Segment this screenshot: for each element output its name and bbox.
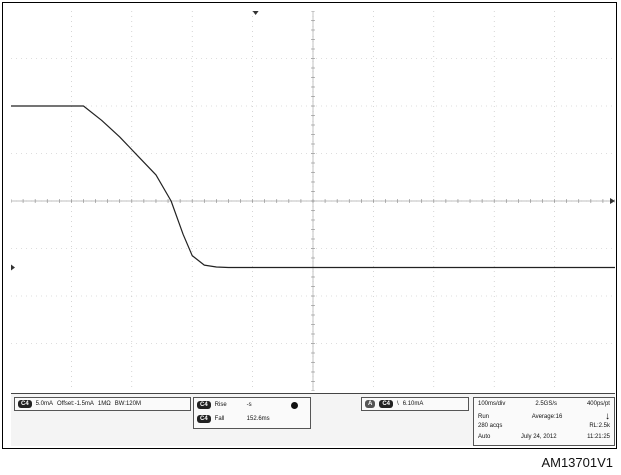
trigger-channel-badge: C4	[379, 400, 394, 408]
figure-id: AM13701V1	[541, 455, 613, 470]
measurement-channel-badge: C4	[197, 415, 211, 423]
acquisition-count: 280 acqs	[478, 423, 503, 429]
acquisition-mode: Average:16	[531, 414, 563, 420]
trigger-arrow-icon: ↓	[604, 411, 610, 422]
resolution: 400ps/pt	[586, 401, 610, 407]
trigger-level: 6.10mA	[402, 401, 424, 407]
status-bar: C4 5.0mA Offset:-1.5mA 1MΩ BW:120M C4 Ri…	[11, 393, 615, 446]
measurements-box: C4 Rise -s C4 Fall 152.6ms	[193, 397, 311, 429]
channel-offset: Offset:-1.5mA	[57, 401, 94, 407]
measurement-channel-badge: C4	[197, 401, 211, 409]
warning-icon	[290, 401, 298, 409]
measurement-fall: C4 Fall 152.6ms	[197, 415, 270, 423]
date: July 24, 2012	[520, 434, 557, 440]
trigger-box: A C4 \ 6.10mA	[361, 397, 469, 411]
trigger-mode: Auto	[478, 434, 491, 440]
waveform-trace	[11, 105, 615, 269]
acquisition-panel: 100ms/div 2.5GS/s 400ps/pt Run Average:1…	[473, 397, 615, 446]
measurement-rise: C4 Rise -s	[197, 401, 298, 409]
trigger-mode-badge: A	[365, 400, 376, 408]
trigger-position-marker	[252, 11, 259, 15]
measurement-value: -s	[246, 402, 252, 408]
measurement-value: 152.6ms	[246, 416, 270, 422]
trigger-slope-icon: \	[397, 401, 399, 407]
measurement-name: Rise	[214, 402, 227, 408]
trigger-level-marker	[610, 198, 615, 204]
waveform-display	[11, 11, 615, 391]
waveform-plot	[11, 11, 615, 391]
record-length: RL:2.5k	[589, 423, 610, 429]
acquisition-state: Run	[478, 414, 490, 420]
channel-bandwidth: BW:120M	[114, 401, 141, 407]
channel-scale: 5.0mA	[35, 401, 54, 407]
channel-settings-box: C4 5.0mA Offset:-1.5mA 1MΩ BW:120M	[14, 397, 191, 411]
oscilloscope-frame: C4 5.0mA Offset:-1.5mA 1MΩ BW:120M C4 Ri…	[2, 2, 617, 449]
channel-badge: C4	[18, 400, 32, 408]
measurement-name: Fall	[214, 416, 225, 422]
time: 11:21:25	[587, 434, 610, 440]
channel-impedance: 1MΩ	[97, 401, 111, 407]
timebase-per-div: 100ms/div	[478, 401, 506, 407]
ground-reference-marker	[11, 264, 15, 271]
sample-rate: 2.5GS/s	[535, 401, 557, 407]
